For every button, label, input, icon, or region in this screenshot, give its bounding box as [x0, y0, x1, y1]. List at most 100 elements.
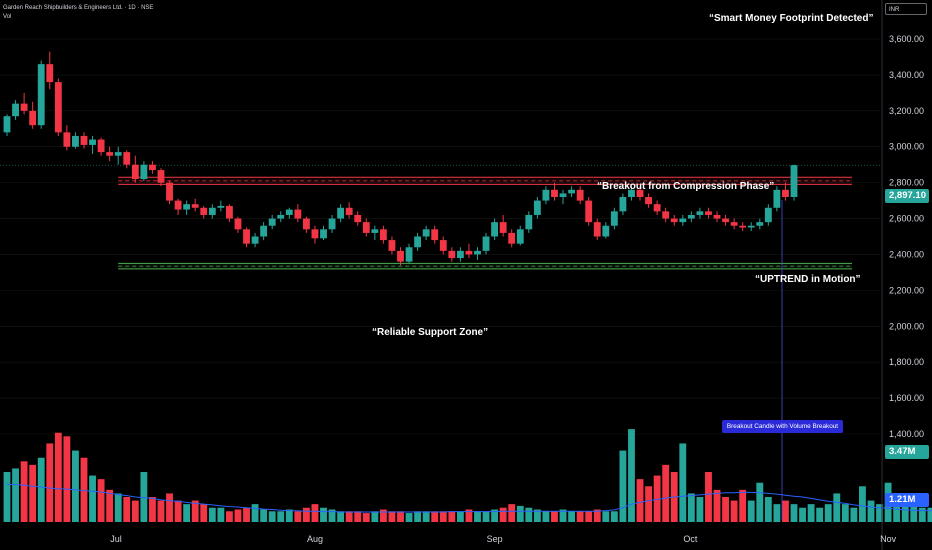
volume-bar — [183, 504, 191, 522]
candle-body — [747, 225, 755, 228]
volume-bar — [893, 493, 901, 522]
price-tick-label: 3,600.00 — [889, 34, 924, 44]
time-tick-label: Nov — [880, 534, 897, 544]
volume-bar — [730, 500, 738, 522]
volume-bar — [867, 500, 875, 522]
candle-body — [448, 250, 456, 259]
price-tick-label: 2,800.00 — [889, 178, 924, 188]
candle-body — [499, 222, 507, 233]
candle-body — [585, 200, 593, 223]
candle-body — [551, 189, 558, 197]
volume-bar — [713, 489, 721, 522]
volume-bars — [3, 429, 932, 522]
candle-body — [645, 197, 652, 205]
price-tick-label: 2,200.00 — [889, 285, 924, 295]
breakout-candle-tag: Breakout Candle with Volume Breakout — [722, 420, 843, 433]
volume-indicator-label[interactable]: Vol — [3, 14, 12, 20]
volume-bar — [876, 504, 883, 522]
candle-body — [414, 236, 422, 248]
annotation-breakout: “Breakout from Compression Phase” — [597, 181, 775, 192]
candle-body — [12, 103, 19, 117]
candle-body — [397, 250, 404, 262]
volume-bar — [97, 479, 105, 522]
candle-body — [730, 222, 738, 226]
volume-bar — [388, 511, 396, 522]
volume-bar — [525, 507, 533, 522]
volume-bar — [662, 464, 670, 522]
price-tick-label: 3,000.00 — [889, 142, 924, 152]
volume-bar — [799, 507, 806, 522]
candle-body — [371, 229, 379, 233]
volume-bar — [559, 509, 567, 522]
volume-bar — [645, 486, 652, 522]
symbol-title[interactable]: Garden Reach Shipbuilders & Engineers Lt… — [3, 5, 154, 11]
candle-body — [149, 164, 156, 171]
candle-body — [431, 229, 439, 241]
candle-body — [311, 229, 319, 239]
candle-body — [345, 207, 353, 215]
volume-bar — [465, 509, 473, 522]
volume-bar — [628, 429, 635, 522]
candle-body — [3, 116, 11, 133]
candle-body — [106, 152, 114, 156]
volume-bar — [320, 507, 327, 522]
volume-bar — [807, 504, 815, 522]
volume-bar — [790, 504, 798, 522]
candle-body — [764, 207, 772, 223]
candle-body — [491, 222, 499, 237]
volume-bar — [824, 504, 832, 522]
candle-body — [636, 189, 644, 197]
currency-button[interactable]: INR — [885, 3, 927, 15]
volume-bar — [268, 511, 276, 522]
volume-label: 3.47M — [885, 445, 929, 459]
volume-bar — [260, 509, 268, 522]
candle-body — [54, 82, 62, 133]
candle-body — [37, 64, 45, 126]
volume-bar — [474, 511, 481, 522]
candle-body — [739, 225, 747, 228]
volume-bar — [482, 511, 490, 522]
volume-bar — [311, 504, 319, 522]
volume-bar — [679, 443, 687, 522]
volume-bar — [850, 507, 858, 522]
volume-bar — [551, 511, 558, 522]
volume-bar — [72, 450, 79, 522]
candle-body — [294, 209, 302, 219]
volume-bar — [285, 509, 293, 522]
candle-body — [662, 211, 670, 219]
volume-bar — [208, 507, 216, 522]
volume-bar — [149, 497, 156, 522]
candle-body — [756, 222, 764, 226]
volume-bar — [499, 507, 507, 522]
volume-bar — [756, 482, 764, 522]
candle-body — [670, 218, 678, 223]
volume-bar — [251, 504, 259, 522]
candle-body — [29, 110, 37, 126]
volume-bar — [371, 511, 379, 522]
volume-bar — [243, 507, 250, 522]
candlesticks — [3, 51, 798, 266]
volume-bar — [166, 493, 173, 522]
annotation-smart-money: “Smart Money Footprint Detected” — [709, 13, 874, 24]
time-tick-label: Sep — [487, 534, 503, 544]
candle-body — [516, 229, 524, 244]
time-tick-label: Oct — [683, 534, 698, 544]
candle-body — [533, 200, 541, 215]
volume-bar — [294, 511, 302, 522]
candle-body — [131, 164, 139, 180]
volume-bar — [816, 507, 824, 522]
volume-bar — [739, 489, 747, 522]
volume-bar — [337, 511, 345, 522]
volume-bar — [636, 479, 644, 522]
volume-bar — [20, 461, 28, 522]
candle-body — [722, 218, 729, 223]
volume-bar — [63, 436, 71, 522]
candle-body — [405, 247, 413, 262]
candle-body — [97, 139, 105, 153]
volume-bar — [12, 468, 19, 522]
candle-body — [602, 225, 610, 237]
volume-bar — [225, 511, 233, 522]
volume-bar — [140, 472, 148, 522]
price-tick-label: 2,000.00 — [889, 321, 924, 331]
